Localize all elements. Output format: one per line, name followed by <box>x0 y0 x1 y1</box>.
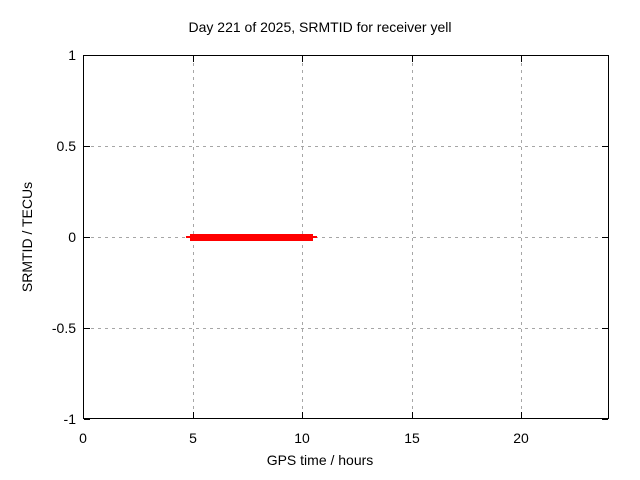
y-tick-left <box>84 55 90 56</box>
y-gridline <box>84 146 608 147</box>
x-tick-label: 0 <box>79 430 87 446</box>
chart-title: Day 221 of 2025, SRMTID for receiver yel… <box>188 19 452 35</box>
y-tick-label: 1 <box>68 47 76 63</box>
y-tick-left <box>84 419 90 420</box>
y-tick-right <box>602 146 608 147</box>
x-tick-top <box>302 56 303 62</box>
x-tick-bottom <box>412 412 413 418</box>
series-line-thick <box>190 234 313 241</box>
y-gridline <box>84 328 608 329</box>
x-tick-label: 10 <box>294 430 310 446</box>
x-tick-bottom <box>193 412 194 418</box>
x-tick-top <box>83 56 84 62</box>
x-axis-label: GPS time / hours <box>266 452 374 468</box>
y-tick-left <box>84 146 90 147</box>
x-tick-label: 5 <box>189 430 197 446</box>
x-tick-label: 15 <box>404 430 420 446</box>
y-tick-label: 0 <box>68 229 76 245</box>
x-tick-bottom <box>521 412 522 418</box>
x-tick-top <box>412 56 413 62</box>
y-tick-right <box>602 55 608 56</box>
x-tick-bottom <box>302 412 303 418</box>
x-tick-top <box>521 56 522 62</box>
y-tick-right <box>602 419 608 420</box>
x-tick-label: 20 <box>513 430 529 446</box>
x-tick-top <box>193 56 194 62</box>
plot-area <box>83 55 609 419</box>
y-tick-right <box>602 328 608 329</box>
y-tick-label: 0.5 <box>56 138 76 154</box>
y-tick-label: -0.5 <box>51 320 76 336</box>
y-tick-right <box>602 237 608 238</box>
x-tick-bottom <box>83 412 84 418</box>
y-tick-left <box>84 237 90 238</box>
y-gridline <box>84 237 608 238</box>
y-tick-label: -1 <box>63 411 76 427</box>
y-tick-left <box>84 328 90 329</box>
